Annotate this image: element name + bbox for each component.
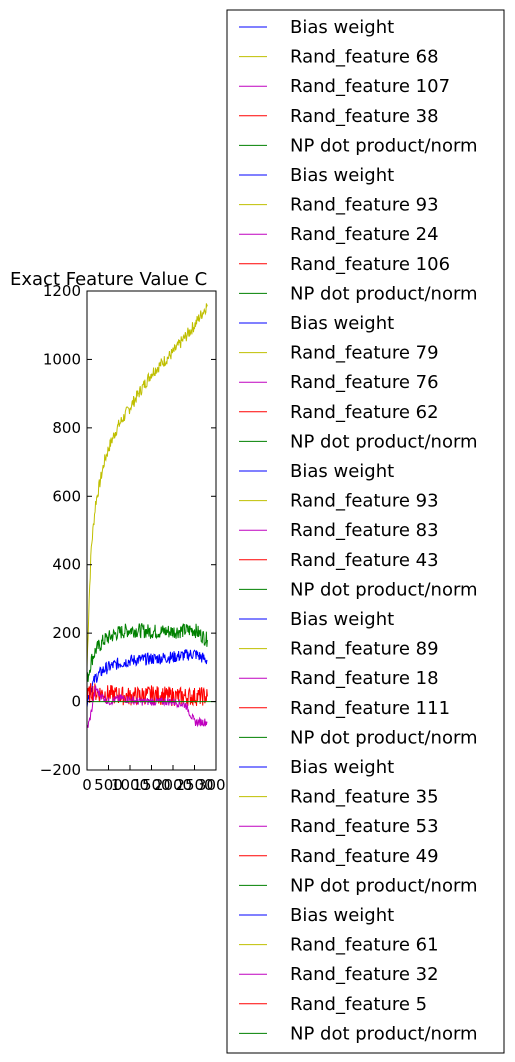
legend-label: Rand_feature 111: [290, 698, 450, 719]
legend-label: Rand_feature 61: [290, 935, 439, 956]
legend-box: [226, 9, 505, 1054]
legend-label: Bias weight: [290, 313, 394, 334]
series-line-3: [87, 682, 208, 707]
legend-label: Rand_feature 106: [290, 254, 450, 275]
y-tick-label: −200: [40, 761, 81, 779]
legend-label: NP dot product/norm: [290, 135, 478, 156]
series-line-1: [87, 623, 208, 682]
legend-label: Rand_feature 18: [290, 668, 439, 689]
legend-label: Bias weight: [290, 905, 394, 926]
legend-label: Rand_feature 68: [290, 47, 439, 68]
legend-label: Rand_feature 53: [290, 816, 439, 837]
y-tick-label: 400: [52, 556, 81, 574]
legend-label: Rand_feature 38: [290, 106, 439, 127]
legend-label: Rand_feature 89: [290, 639, 439, 660]
legend-label: NP dot product/norm: [290, 1023, 478, 1044]
legend-label: Rand_feature 24: [290, 224, 439, 245]
legend-label: Bias weight: [290, 609, 394, 630]
x-tick-label: 0: [82, 776, 92, 794]
legend-label: Rand_feature 93: [290, 195, 439, 216]
x-tick-label: 1500: [132, 776, 170, 794]
legend-label: Rand_feature 5: [290, 994, 427, 1015]
x-tick-label: 1000: [111, 776, 149, 794]
legend-label: Rand_feature 43: [290, 550, 439, 571]
legend-label: Bias weight: [290, 461, 394, 482]
legend-label: Bias weight: [290, 17, 394, 38]
legend-label: Bias weight: [290, 165, 394, 186]
legend-label: Rand_feature 32: [290, 964, 439, 985]
series-line-4: [87, 685, 208, 728]
x-tick-label: 2500: [175, 776, 213, 794]
y-tick-label: 1000: [43, 350, 81, 368]
legend-label: Rand_feature 79: [290, 343, 439, 364]
legend-label: Rand_feature 107: [290, 76, 450, 97]
legend-label: NP dot product/norm: [290, 875, 478, 896]
x-tick-label: 3000: [197, 776, 235, 794]
legend-label: Rand_feature 35: [290, 787, 439, 808]
series-line-0: [87, 303, 208, 668]
y-tick-label: 200: [52, 624, 81, 642]
x-tick-label: 500: [94, 776, 123, 794]
legend-label: NP dot product/norm: [290, 579, 478, 600]
legend-label: NP dot product/norm: [290, 431, 478, 452]
y-tick-label: 1200: [43, 282, 81, 300]
legend-label: NP dot product/norm: [290, 283, 478, 304]
series-line-2: [87, 649, 208, 708]
y-tick-label: 0: [71, 693, 81, 711]
legend-label: Rand_feature 93: [290, 491, 439, 512]
y-tick-label: 600: [52, 487, 81, 505]
legend-label: NP dot product/norm: [290, 727, 478, 748]
legend-label: Rand_feature 76: [290, 372, 439, 393]
legend-label: Rand_feature 83: [290, 520, 439, 541]
x-tick-label: 2000: [154, 776, 192, 794]
chart-title: Exact Feature Value C: [10, 269, 207, 290]
legend-label: Bias weight: [290, 757, 394, 778]
legend-label: Rand_feature 49: [290, 846, 439, 867]
legend-label: Rand_feature 62: [290, 402, 439, 423]
y-tick-label: 800: [52, 419, 81, 437]
